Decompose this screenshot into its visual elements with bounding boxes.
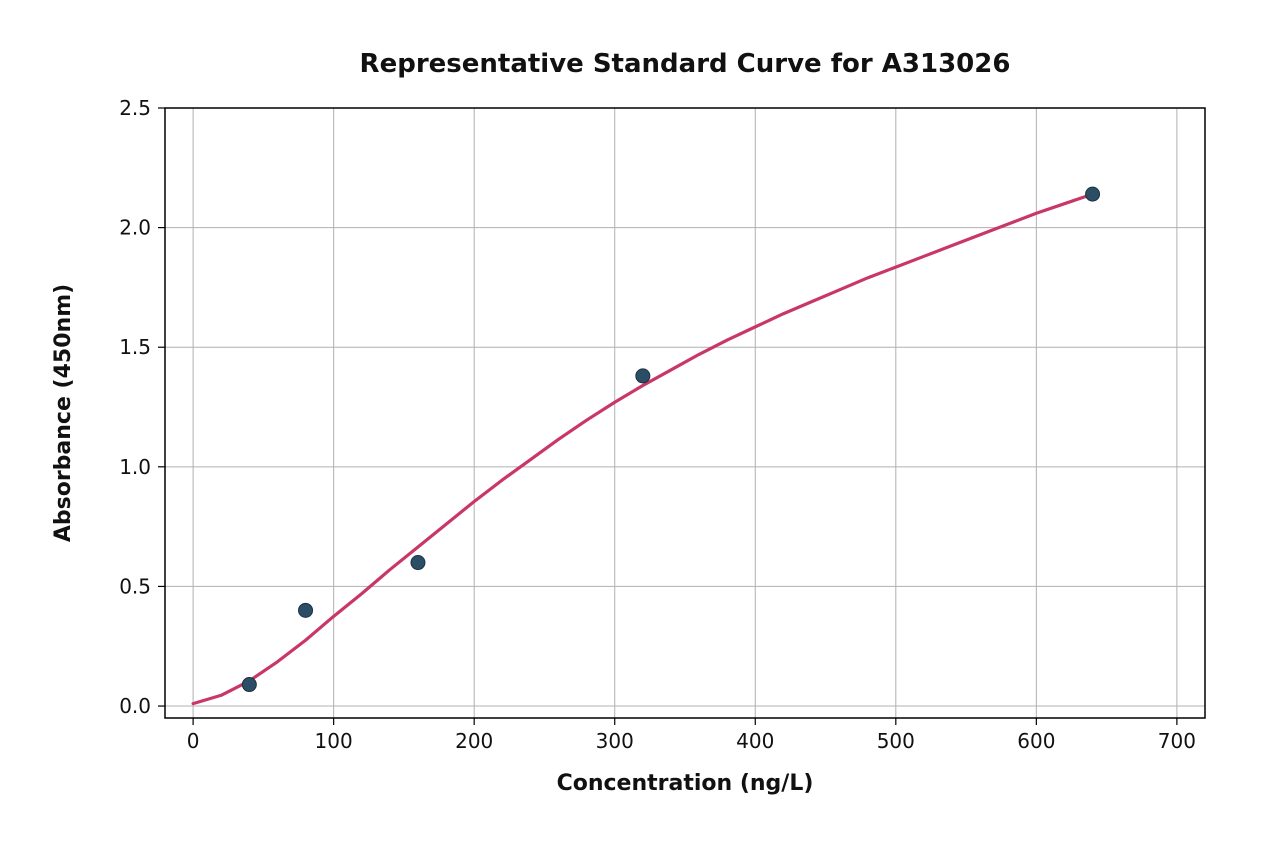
xtick-label: 200 xyxy=(455,729,493,753)
xtick-label: 100 xyxy=(315,729,353,753)
y-axis-label: Absorbance (450nm) xyxy=(51,284,76,542)
chart-title: Representative Standard Curve for A31302… xyxy=(360,49,1011,79)
xtick-label: 0 xyxy=(187,729,200,753)
data-point xyxy=(299,603,313,617)
chart-svg: 0 100 200 300 400 500 600 700 0.0 0.5 1.0 1.5 2.0 2.5… xyxy=(0,0,1280,845)
ytick-label: 2.5 xyxy=(119,96,151,120)
ytick-label: 0.0 xyxy=(119,694,151,718)
ytick-label: 1.5 xyxy=(119,335,151,359)
xtick-label: 700 xyxy=(1158,729,1196,753)
data-point xyxy=(411,556,425,570)
ytick-label: 2.0 xyxy=(119,216,151,240)
x-axis-label: Concentration (ng/L) xyxy=(557,771,814,796)
xtick-label: 600 xyxy=(1017,729,1055,753)
xtick-label: 300 xyxy=(596,729,634,753)
data-point xyxy=(1086,187,1100,201)
xtick-label: 500 xyxy=(877,729,915,753)
xtick-label: 400 xyxy=(736,729,774,753)
data-point xyxy=(242,678,256,692)
ytick-label: 0.5 xyxy=(119,574,151,598)
standard-curve-chart: 0 100 200 300 400 500 600 700 0.0 0.5 1.0 1.5 2.0 2.5… xyxy=(0,0,1280,845)
data-point xyxy=(636,369,650,383)
ytick-label: 1.0 xyxy=(119,455,151,479)
